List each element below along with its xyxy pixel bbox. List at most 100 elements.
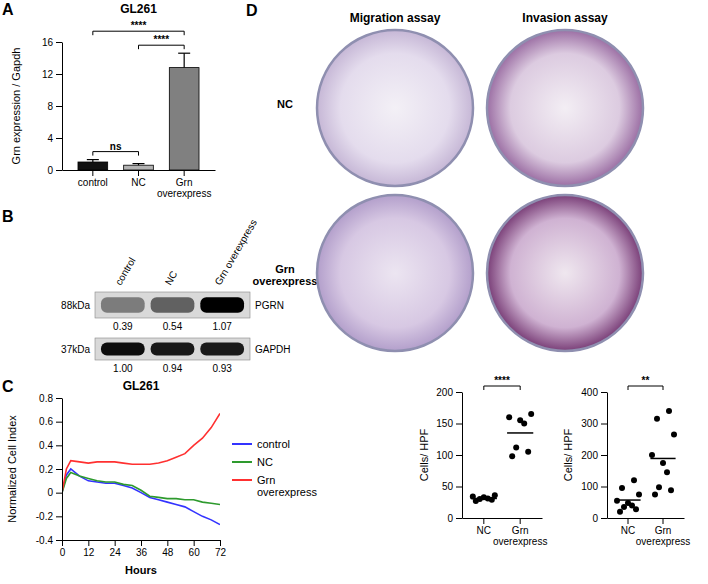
tick-mark <box>56 422 62 423</box>
tick-label: 0 <box>47 165 53 176</box>
tick-label: 12 <box>83 547 95 558</box>
plot-area <box>614 408 677 515</box>
tick-label: 100 <box>581 481 598 492</box>
mean-line <box>650 458 675 460</box>
tick: NC <box>621 518 635 536</box>
tick-label: 24 <box>110 547 122 558</box>
tick-mark <box>601 392 607 393</box>
tick: 0 <box>447 513 462 524</box>
point <box>668 487 674 493</box>
tick-mark <box>56 493 62 494</box>
line <box>62 413 220 492</box>
significance-label: ns <box>110 141 122 152</box>
tick: Grnoverexpress <box>493 518 547 547</box>
tick-mark <box>194 540 195 546</box>
legend-label: NC <box>257 456 273 468</box>
band <box>151 342 195 355</box>
tick-mark <box>184 170 185 176</box>
tick-label: 48 <box>162 547 174 558</box>
band-value: 1.00 <box>113 363 133 374</box>
tick: 300 <box>581 418 607 429</box>
tick: 16 <box>42 37 62 48</box>
tick: Grnoverexpress <box>157 170 211 199</box>
error-bar <box>133 164 145 166</box>
tick-mark <box>220 540 221 546</box>
tick-mark <box>92 170 93 176</box>
significance-bracket <box>484 386 520 390</box>
tick-mark <box>601 518 607 519</box>
point <box>492 492 498 498</box>
mean-line <box>615 499 640 501</box>
tick: 0 <box>592 513 607 524</box>
band <box>101 297 145 313</box>
tick: 0.6 <box>39 416 62 427</box>
tick-label: Grnoverexpress <box>493 525 547 547</box>
band-value: 0.54 <box>163 321 183 332</box>
significance-label: **** <box>494 375 510 386</box>
legend-swatch <box>232 479 252 481</box>
tick-mark <box>601 487 607 488</box>
tick-mark <box>456 487 462 488</box>
band-size: 37kDa <box>61 344 90 355</box>
tick-label: 36 <box>136 547 148 558</box>
axis: NCGrnoverexpress <box>463 518 548 547</box>
row-header: Grnoverexpress <box>253 263 318 287</box>
point <box>617 509 623 515</box>
tick-label: -0.4 <box>36 535 54 546</box>
tick: 100 <box>436 450 462 461</box>
tick-label: 0.4 <box>39 440 53 451</box>
tick-label: 12 <box>42 69 54 80</box>
point <box>654 416 660 422</box>
tick-label: 50 <box>442 481 454 492</box>
tick-label: 200 <box>581 450 598 461</box>
tick-label: 60 <box>189 547 201 558</box>
lane-label: NC <box>163 269 180 287</box>
tick-mark <box>456 392 462 393</box>
error-bar <box>178 53 190 67</box>
tick-mark <box>56 42 62 43</box>
legend: controlNCGrnoverexpress <box>232 438 317 498</box>
plot-area <box>470 411 534 504</box>
axis: controlNCGrnoverexpress <box>63 170 216 199</box>
tick: 12 <box>42 69 62 80</box>
error-cap <box>178 53 190 54</box>
legend-item: control <box>232 438 290 450</box>
axis-title: Hours <box>125 564 157 576</box>
tick: 100 <box>581 481 607 492</box>
tick-mark <box>601 424 607 425</box>
blot-strip <box>95 338 250 360</box>
band <box>151 297 195 313</box>
axis-line <box>608 518 685 519</box>
dish-image <box>317 30 473 186</box>
error-cap <box>133 163 145 164</box>
tick-mark <box>56 469 62 470</box>
tick: Grnoverexpress <box>636 518 690 547</box>
dish-image <box>317 195 473 351</box>
tick: 0 <box>47 487 62 498</box>
tick-mark <box>56 74 62 75</box>
point <box>666 408 672 414</box>
tick: 72 <box>215 540 227 558</box>
tick-mark <box>167 540 168 546</box>
axis-title: Cells/ HPF <box>418 428 430 481</box>
point <box>513 444 519 450</box>
tick: 36 <box>136 540 148 558</box>
tick-label: 100 <box>436 450 453 461</box>
axis: NCGrnoverexpress <box>608 518 691 547</box>
tick: control <box>78 170 108 188</box>
tick-mark <box>520 518 521 524</box>
panel-label: B <box>2 208 14 225</box>
tick-label: 0.2 <box>39 464 53 475</box>
tick: NC <box>477 518 491 536</box>
tick: -0.4 <box>36 535 62 546</box>
point <box>517 417 523 423</box>
point <box>525 449 531 455</box>
bar <box>78 162 108 170</box>
tick-mark <box>628 518 629 524</box>
axis: 0122436486072 <box>60 540 227 558</box>
tick-label: Grnoverexpress <box>636 525 690 547</box>
significance-label: **** <box>154 34 170 45</box>
tick-label: control <box>78 177 108 188</box>
axis-line <box>607 393 608 519</box>
tick: 0 <box>47 165 62 176</box>
